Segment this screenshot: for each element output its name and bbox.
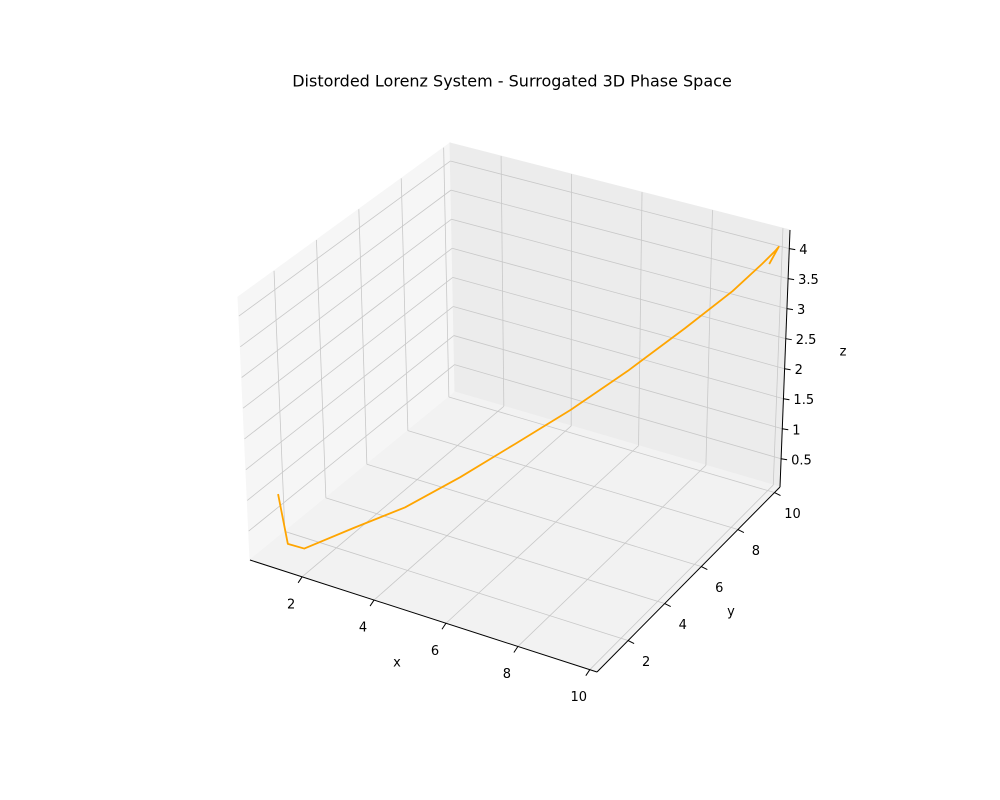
grid-line [452, 247, 786, 340]
tick-mark [297, 576, 303, 584]
grid-line [400, 178, 409, 431]
z-tick-label: 3.5 [798, 273, 819, 288]
grid-line [452, 277, 785, 370]
grid-line [705, 210, 713, 466]
x-axis-label: x [393, 656, 401, 671]
y-tick-label: 2 [642, 655, 650, 670]
z-axis-label: z [840, 345, 847, 360]
x-tick-label: 6 [431, 644, 439, 659]
data-line [277, 245, 780, 550]
grid-line [284, 531, 629, 641]
grid-line [240, 189, 452, 348]
tick-mark [788, 278, 795, 281]
grid-line [366, 463, 702, 567]
grid-line [450, 160, 790, 250]
tick-mark [701, 566, 708, 570]
grid-line [244, 277, 453, 440]
x-tick-label: 2 [287, 597, 295, 612]
grid-line [248, 364, 455, 532]
grid-line [238, 160, 451, 317]
grid-line [445, 445, 639, 624]
grid-line [638, 192, 643, 446]
grid-line [242, 247, 453, 409]
grid-line [454, 364, 782, 460]
tick-mark [664, 603, 671, 607]
x-axis-line [249, 559, 598, 673]
grid-line [450, 189, 789, 280]
grid-line [772, 228, 784, 486]
grid-line [443, 147, 450, 398]
tick-mark [782, 428, 789, 431]
z-tick-label: 1 [792, 423, 800, 438]
tick-mark [737, 529, 745, 533]
tick-mark [784, 368, 791, 371]
tick-mark [783, 398, 790, 401]
grid-line [241, 218, 452, 378]
grid-line [325, 497, 665, 604]
tick-mark [369, 599, 375, 607]
y-axis-label: y [727, 605, 735, 620]
z-tick-label: 3 [797, 303, 805, 318]
grid-line [453, 335, 783, 430]
grid-line [301, 405, 505, 578]
grid-line [373, 425, 572, 601]
tick-mark [585, 669, 591, 676]
tick-mark [785, 338, 792, 341]
chart-title: Distorded Lorenz System - Surrogated 3D … [292, 72, 732, 91]
grid-line [517, 465, 707, 647]
tick-mark [774, 492, 781, 496]
tick-mark [781, 458, 788, 461]
y-axis-line [596, 486, 781, 673]
grid-line [358, 209, 368, 465]
grid-line [273, 270, 286, 532]
grid-line [589, 484, 774, 670]
tick-mark [789, 248, 796, 251]
z-tick-label: 4 [799, 243, 807, 258]
grid-line [448, 396, 775, 493]
z-axis-line [779, 229, 791, 488]
z-tick-label: 1.5 [793, 393, 814, 408]
z-tick-label: 2.5 [796, 333, 817, 348]
grid-line [316, 240, 327, 498]
x-tick-label: 4 [359, 621, 367, 636]
grid-line [453, 306, 784, 400]
tick-mark [786, 308, 794, 311]
grid-line [500, 156, 505, 407]
grid-line [247, 335, 455, 501]
y-tick-label: 8 [752, 544, 760, 559]
grid-line [407, 430, 739, 530]
x-tick-label: 10 [571, 690, 588, 705]
y-tick-label: 10 [784, 507, 801, 522]
tick-mark [441, 622, 447, 630]
y-tick-label: 6 [715, 581, 723, 596]
z-tick-label: 2 [795, 363, 803, 378]
grid-line [451, 218, 788, 310]
grid-line [245, 306, 454, 470]
tick-mark [513, 646, 519, 653]
z-tick-label: 0.5 [791, 453, 812, 468]
x-tick-label: 8 [503, 667, 511, 682]
y-tick-label: 4 [679, 618, 687, 633]
tick-mark [627, 640, 635, 644]
